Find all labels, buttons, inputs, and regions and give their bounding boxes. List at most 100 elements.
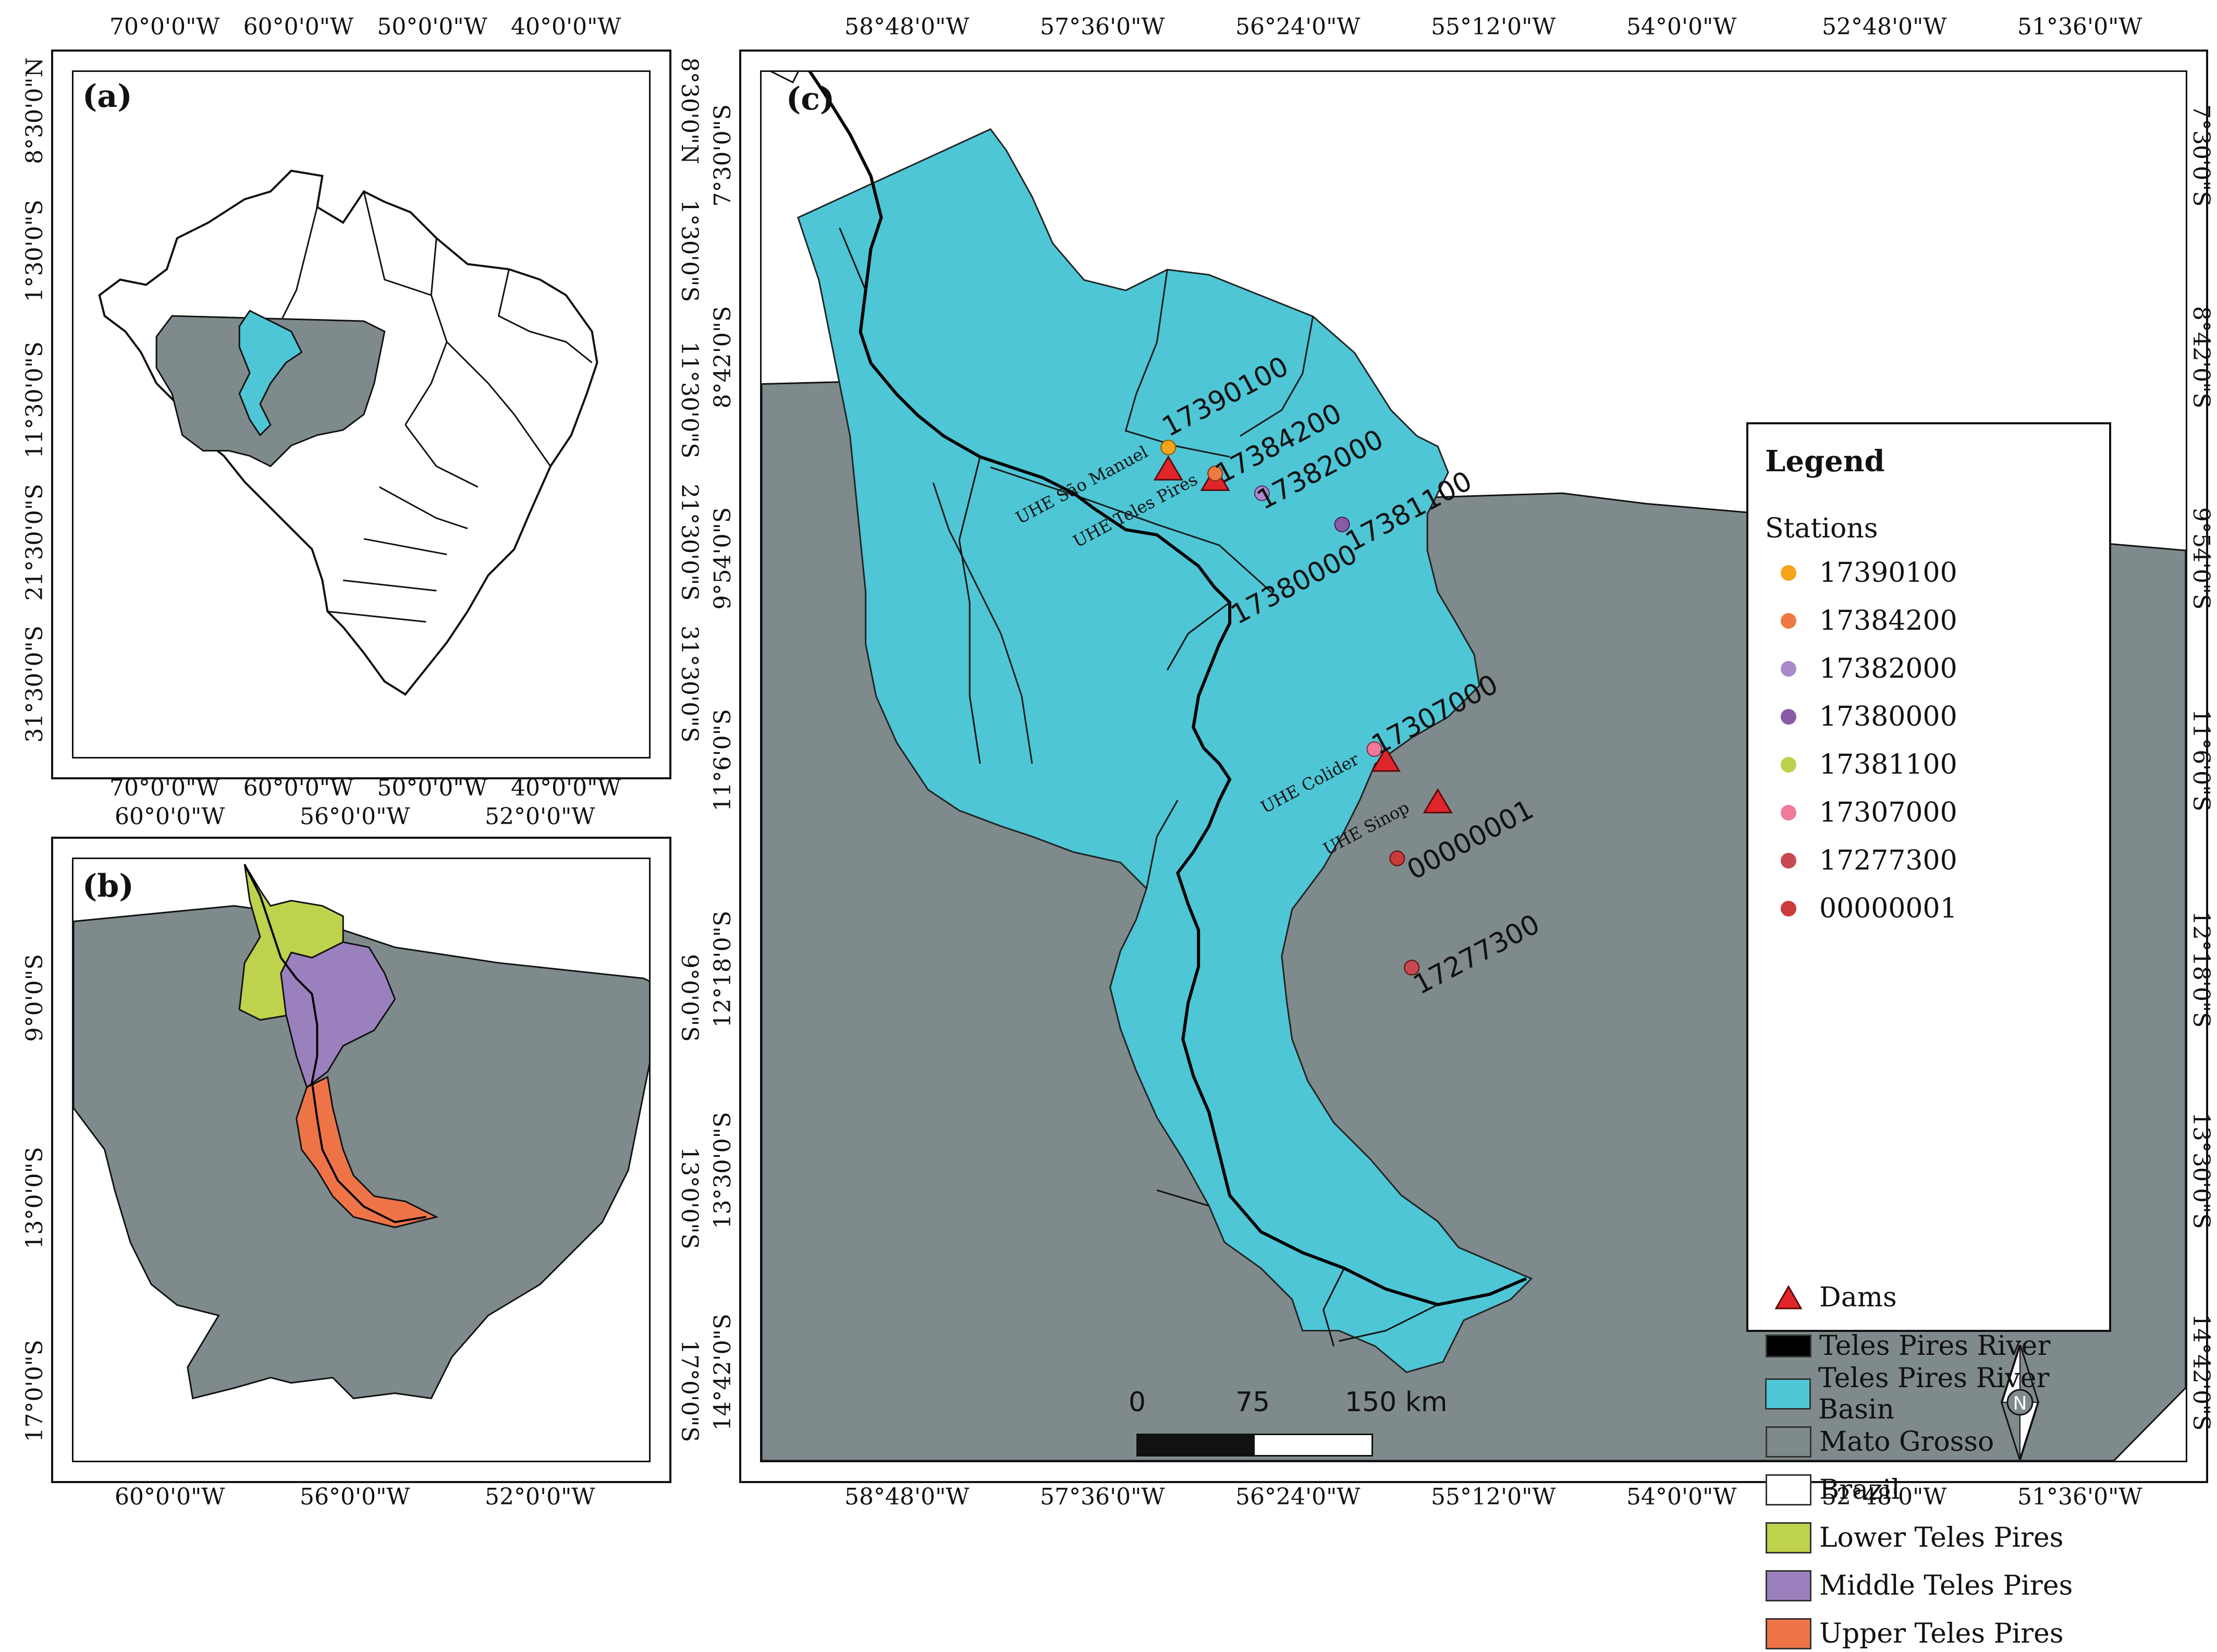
panel-b-bottom-tick: 60°0'0"W bbox=[115, 1484, 225, 1510]
panel-a-right-tick: 1°30'0"S bbox=[676, 199, 703, 302]
legend-item-layer: Upper Teles Pires bbox=[1765, 1616, 2064, 1652]
station-17277300-marker bbox=[1404, 960, 1420, 976]
panel-a-label: (a) bbox=[82, 78, 132, 115]
swatch-icon bbox=[1766, 1522, 1811, 1553]
legend-item-station: 17384200 bbox=[1765, 603, 1957, 639]
panel-c-right-tick: 13°30'0"S bbox=[2188, 1112, 2214, 1229]
panel-a-right-tick: 21°30'0"S bbox=[676, 483, 703, 601]
panel-c-right-tick: 14°42'0"S bbox=[2188, 1314, 2214, 1431]
north-arrow-icon: N bbox=[2000, 1345, 2040, 1460]
legend-stations-heading: Stations bbox=[1765, 513, 1878, 544]
panel-c-left-tick: 14°42'0"S bbox=[709, 1314, 736, 1431]
circle-icon bbox=[1781, 565, 1796, 581]
panel-c-right-tick: 9°54'0"S bbox=[2188, 507, 2214, 610]
panel-a-frame bbox=[51, 50, 671, 779]
panel-a-bottom-tick: 50°0'0"W bbox=[377, 775, 487, 801]
circle-icon bbox=[1781, 853, 1796, 868]
panel-c-right-tick: 12°18'0"S bbox=[2188, 910, 2214, 1028]
legend-item-layer: Teles Pires River Basin bbox=[1765, 1363, 2109, 1425]
scale-bar-white bbox=[1255, 1435, 1371, 1455]
panel-a-left-tick: 31°30'0"S bbox=[21, 626, 48, 743]
swatch-icon bbox=[1766, 1618, 1811, 1649]
scale-label-150: 150 km bbox=[1345, 1387, 1448, 1418]
panel-c-right-tick: 7°30'0"S bbox=[2188, 104, 2214, 207]
panel-b-right-tick: 13°0'0"S bbox=[676, 1147, 703, 1250]
panel-a-left-tick: 21°30'0"S bbox=[21, 483, 48, 601]
panel-b-map bbox=[72, 858, 651, 1462]
sub-basin-borders bbox=[932, 269, 1314, 889]
panel-c-left-tick: 12°18'0"S bbox=[709, 910, 736, 1028]
panel-c-top-tick: 51°36'0"W bbox=[2017, 14, 2142, 40]
mato-grosso-region bbox=[74, 905, 649, 1400]
swatch-icon bbox=[1766, 1426, 1811, 1458]
panel-c-bottom-tick: 57°36'0"W bbox=[1040, 1484, 1165, 1510]
panel-b-top-tick: 52°0'0"W bbox=[485, 803, 595, 830]
mato-grosso-state bbox=[155, 315, 386, 468]
upper-teles-pires bbox=[296, 1075, 439, 1228]
station-17382000-marker bbox=[1254, 485, 1270, 501]
panel-c-right-tick: 11°6'0"S bbox=[2188, 709, 2214, 812]
legend-dams-label: Dams bbox=[1819, 1282, 1897, 1313]
circle-icon bbox=[1781, 901, 1796, 916]
panel-c-label: (c) bbox=[786, 81, 835, 117]
panel-a-right-tick: 11°30'0"S bbox=[676, 341, 703, 459]
mato-grosso-map bbox=[74, 864, 649, 1400]
legend-item-layer: Brazil bbox=[1765, 1472, 1900, 1508]
legend-item-layer: Middle Teles Pires bbox=[1765, 1568, 2073, 1604]
panel-a-left-tick: 11°30'0"S bbox=[21, 341, 48, 459]
panel-c-left-tick: 9°54'0"S bbox=[709, 507, 736, 610]
legend-item-station: 17390100 bbox=[1765, 555, 1957, 591]
middle-teles-pires bbox=[280, 941, 396, 1089]
station-17384200-marker bbox=[1207, 466, 1223, 482]
panel-a-top-tick: 60°0'0"W bbox=[243, 14, 354, 40]
legend-layer-label: Upper Teles Pires bbox=[1819, 1618, 2064, 1649]
panel-b-label: (b) bbox=[82, 868, 134, 904]
scale-bar-black bbox=[1138, 1435, 1255, 1455]
panel-a-top-tick: 70°0'0"W bbox=[109, 14, 220, 40]
panel-a-bottom-tick: 70°0'0"W bbox=[109, 775, 220, 801]
panel-c-left-tick: 13°30'0"S bbox=[709, 1112, 736, 1229]
legend-item-layer: Teles Pires River bbox=[1765, 1328, 2050, 1364]
panel-c-bottom-tick: 54°0'0"W bbox=[1626, 1484, 1737, 1510]
legend-station-label: 00000001 bbox=[1819, 893, 1957, 924]
panel-a-top-tick: 50°0'0"W bbox=[377, 14, 487, 40]
legend-item-station: 00000001 bbox=[1765, 890, 1957, 927]
legend-item-station: 17307000 bbox=[1765, 794, 1957, 831]
legend-item-station: 17382000 bbox=[1765, 651, 1957, 687]
panel-c-bottom-tick: 58°48'0"W bbox=[844, 1484, 970, 1510]
teles-pires-river-b bbox=[243, 864, 426, 1223]
swatch-icon bbox=[1766, 1335, 1811, 1357]
legend-item-station: 17380000 bbox=[1765, 699, 1957, 735]
station-00000001-marker bbox=[1389, 850, 1405, 866]
panel-b-right-tick: 17°0'0"S bbox=[676, 1340, 703, 1442]
legend-layer-label: Teles Pires River bbox=[1819, 1330, 2051, 1362]
station-17390100-marker bbox=[1160, 439, 1177, 456]
dam-sao-manuel-marker bbox=[1153, 455, 1183, 481]
panel-c-top-tick: 58°48'0"W bbox=[844, 14, 970, 40]
teles-pires-basin bbox=[797, 128, 1533, 1374]
circle-icon bbox=[1781, 805, 1796, 821]
state-borders bbox=[176, 191, 593, 623]
panel-c-top-tick: 57°36'0"W bbox=[1040, 14, 1165, 40]
legend-layer-label: Lower Teles Pires bbox=[1819, 1522, 2064, 1553]
triangle-icon bbox=[1775, 1286, 1802, 1310]
panel-a-left-tick: 1°30'0"S bbox=[21, 199, 48, 302]
panel-a-map bbox=[72, 70, 651, 758]
circle-icon bbox=[1781, 661, 1796, 677]
scale-label-75: 75 bbox=[1235, 1387, 1270, 1418]
legend-station-label: 17382000 bbox=[1819, 653, 1957, 684]
panel-c-frame bbox=[739, 50, 2208, 1483]
panel-b-bottom-tick: 52°0'0"W bbox=[485, 1484, 595, 1510]
legend-station-label: 17384200 bbox=[1819, 605, 1957, 637]
circle-icon bbox=[1781, 613, 1796, 629]
panel-c-bottom-tick: 56°24'0"W bbox=[1235, 1484, 1361, 1510]
scale-label-0: 0 bbox=[1129, 1387, 1146, 1418]
circle-icon bbox=[1781, 757, 1796, 773]
legend-station-label: 17277300 bbox=[1819, 845, 1957, 876]
legend-item-dams: Dams bbox=[1765, 1279, 1897, 1316]
brazil-outline bbox=[98, 169, 598, 696]
dam-sinop-marker bbox=[1423, 788, 1453, 814]
panel-a-bottom-tick: 40°0'0"W bbox=[511, 775, 621, 801]
legend-item-station: 17277300 bbox=[1765, 842, 1957, 879]
panel-b-top-tick: 60°0'0"W bbox=[115, 803, 225, 830]
